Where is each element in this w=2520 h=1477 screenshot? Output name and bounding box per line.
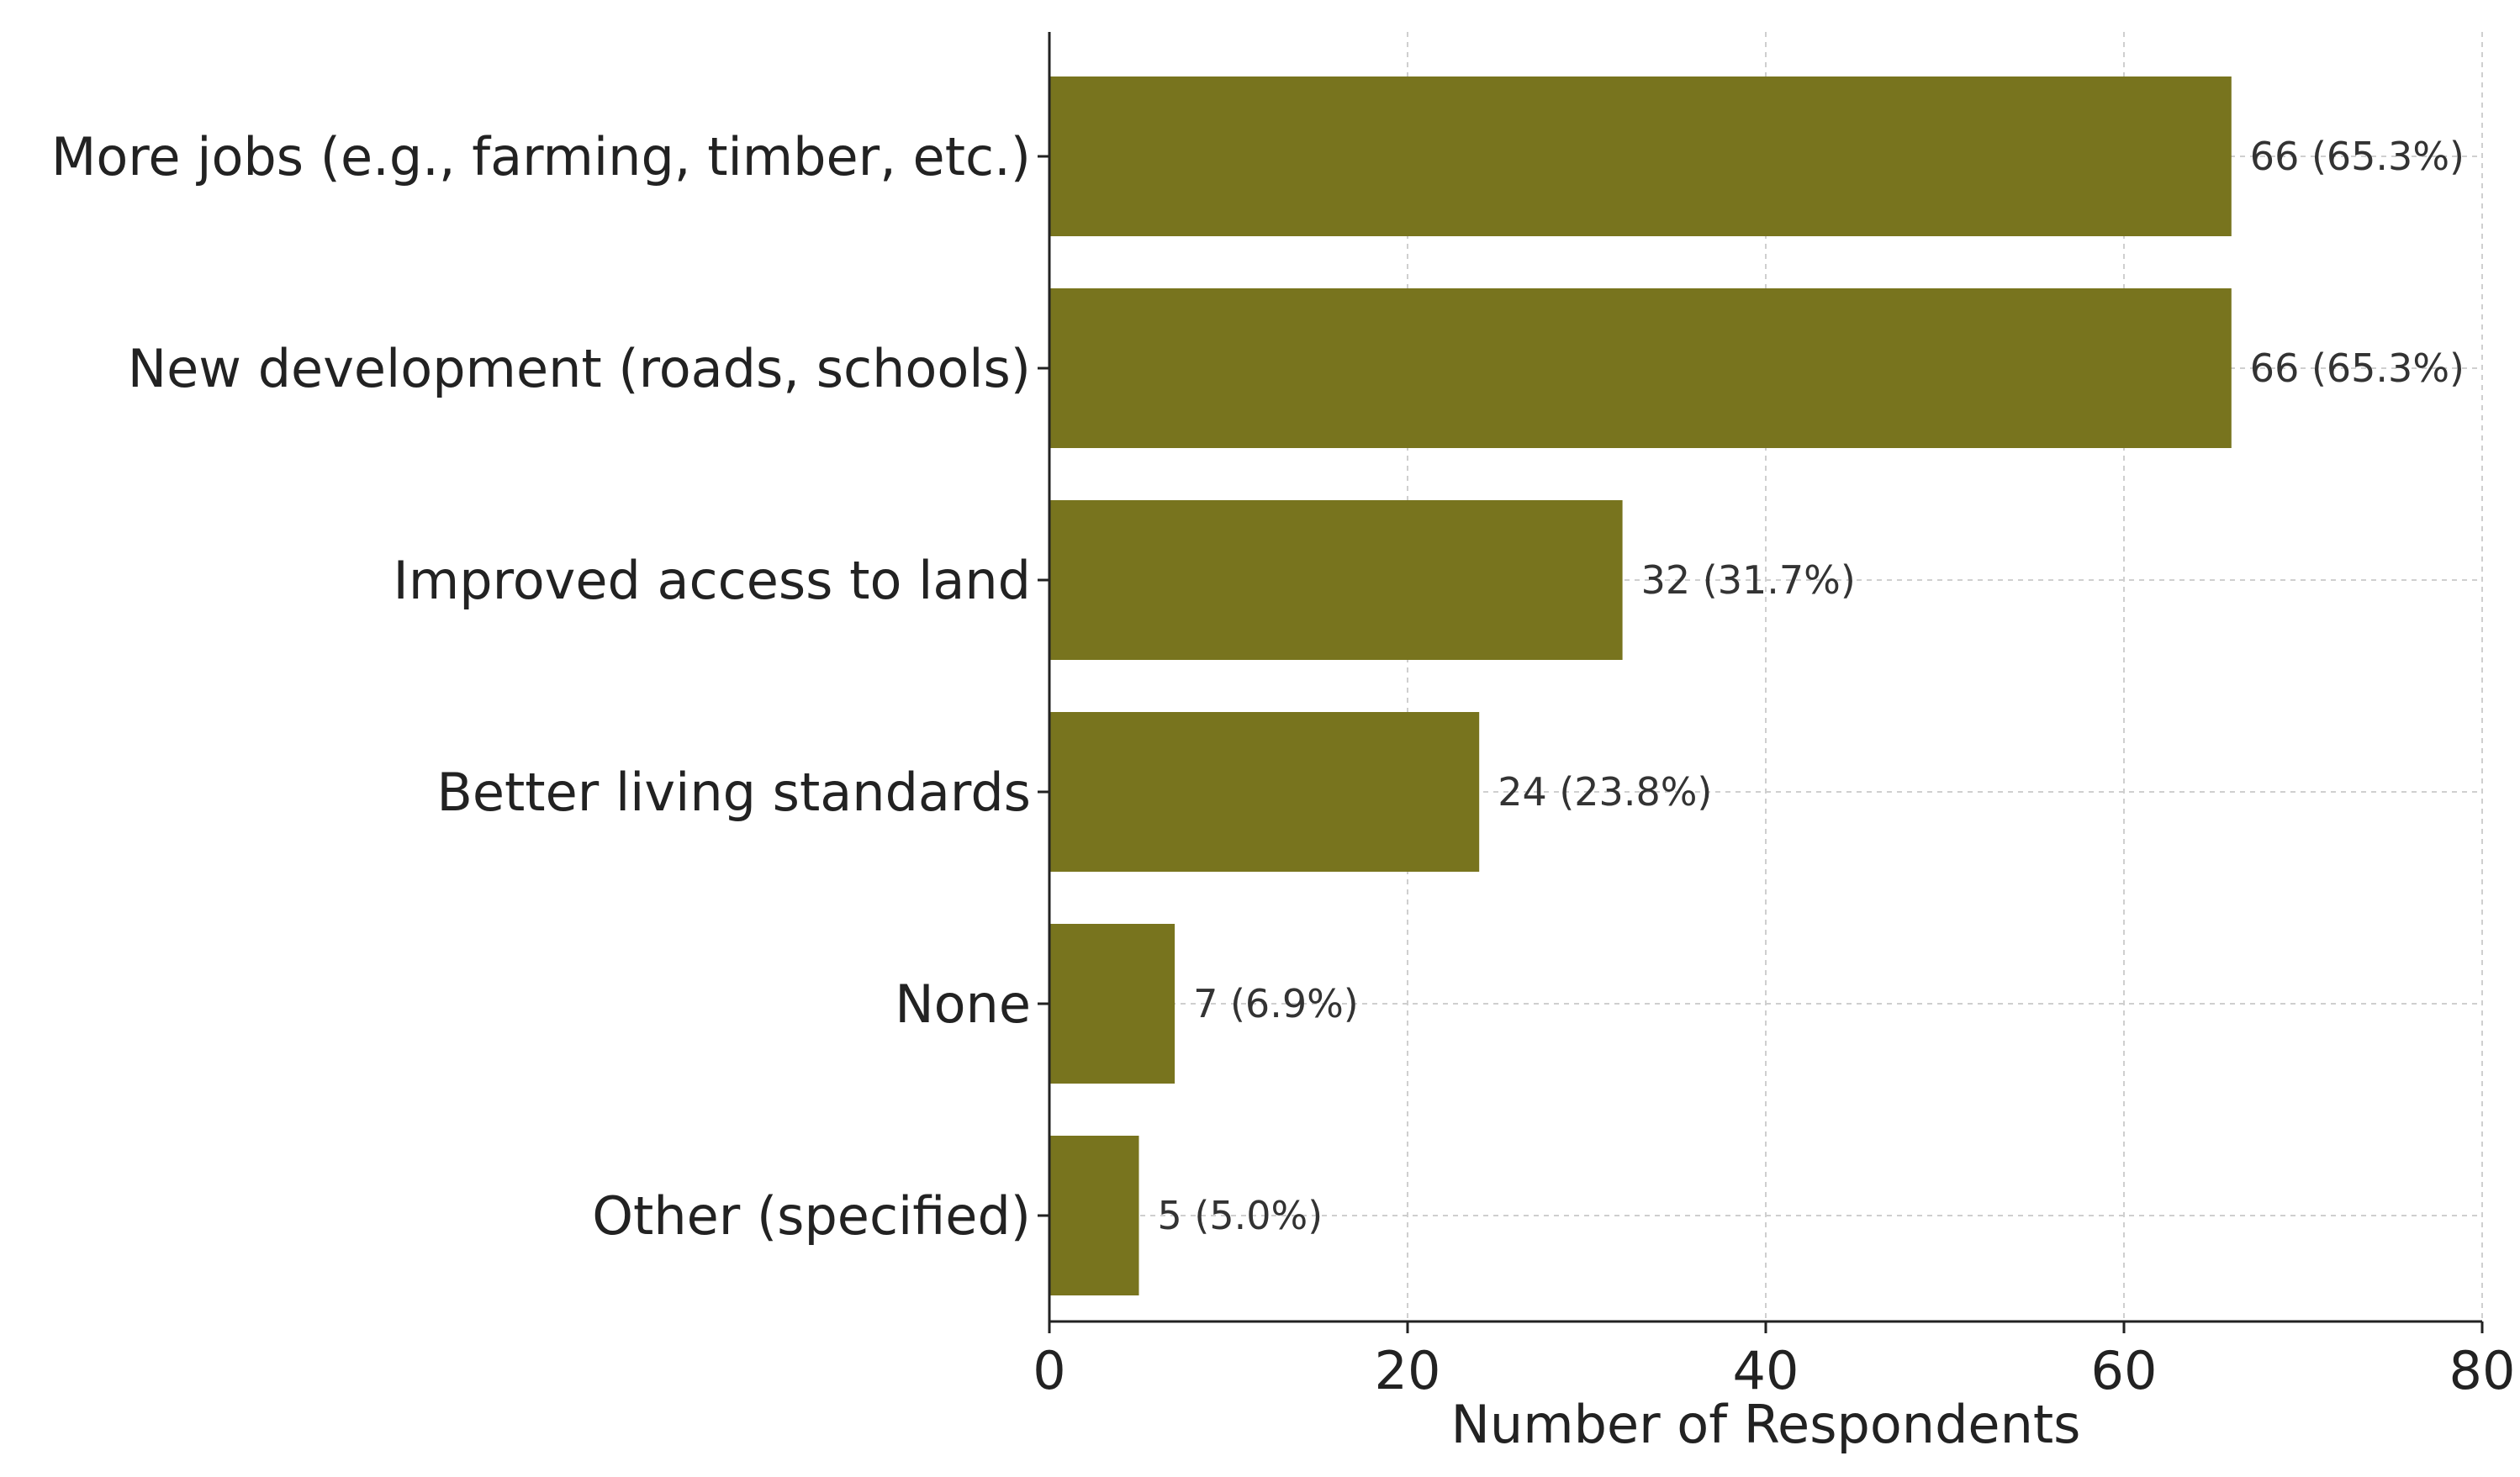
x-tick-label: 0 — [1033, 1340, 1065, 1401]
bar — [1049, 500, 1623, 660]
x-axis-title: Number of Respondents — [1451, 1394, 2081, 1455]
bar — [1049, 712, 1480, 872]
bar-value-label: 66 (65.3%) — [2250, 134, 2465, 179]
bar-value-label: 24 (23.8%) — [1498, 769, 1712, 815]
category-label: More jobs (e.g., farming, timber, etc.) — [51, 126, 1031, 187]
x-tick-label: 20 — [1375, 1340, 1441, 1401]
bar-value-label: 5 (5.0%) — [1158, 1193, 1323, 1238]
bar-value-label: 32 (31.7%) — [1641, 557, 1856, 603]
category-label: New development (roads, schools) — [128, 338, 1031, 399]
x-tick-label: 40 — [1733, 1340, 1799, 1401]
category-label: Improved access to land — [394, 550, 1031, 611]
bar-value-label: 66 (65.3%) — [2250, 346, 2465, 391]
x-tick-label: 60 — [2091, 1340, 2158, 1401]
bar — [1049, 1136, 1139, 1295]
bar — [1049, 288, 2232, 448]
grid-lines — [1049, 32, 2483, 1321]
x-tick-label: 80 — [2449, 1340, 2516, 1401]
category-label: Better living standards — [436, 762, 1031, 823]
category-label: Other (specified) — [592, 1185, 1031, 1247]
x-ticks: 0 20 40 60 80 — [1033, 155, 2516, 1401]
category-label: None — [895, 973, 1031, 1035]
bar — [1049, 924, 1175, 1084]
data-labels: 66 (65.3%) 66 (65.3%) 32 (31.7%) 24 (23.8%)… — [1158, 134, 2465, 1238]
bar-value-label: 7 (6.9%) — [1193, 981, 1359, 1026]
bars — [1049, 76, 2232, 1295]
category-labels: More jobs (e.g., farming, timber, etc.) N… — [51, 126, 1031, 1247]
bar — [1049, 76, 2232, 236]
